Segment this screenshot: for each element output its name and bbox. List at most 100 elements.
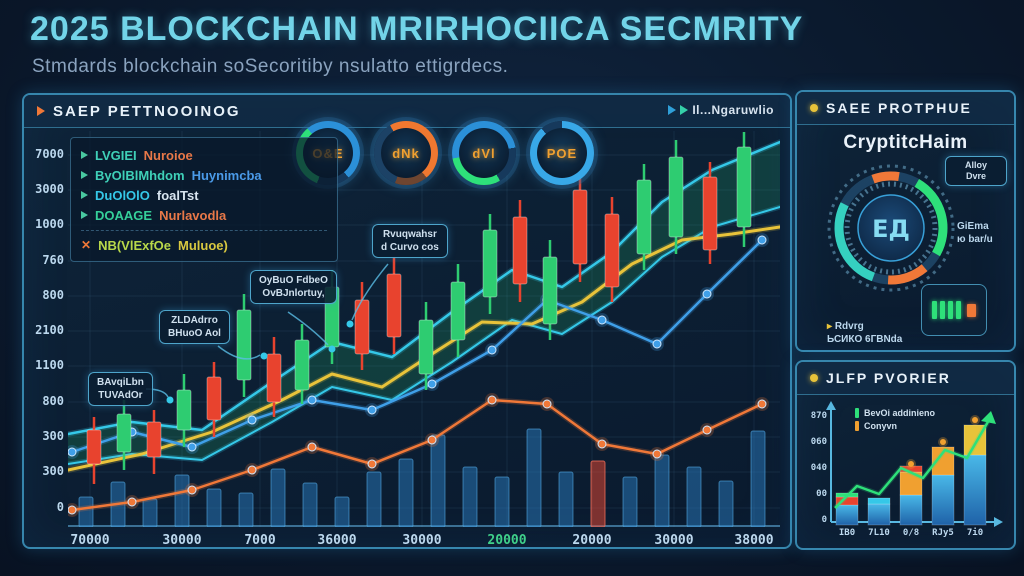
security-dial: ЕД (827, 164, 955, 292)
svg-text:0/8: 0/8 (903, 528, 919, 538)
x-tick-label: 7000 (244, 533, 276, 548)
mini-chart-panel: JLFP PVORIER 870 060 040 00 0 IB0 7L10 0/8 RJy5 7… (795, 360, 1016, 550)
legend-word2: Huynimcba (191, 167, 262, 183)
battery-bar-icon (948, 301, 953, 319)
legend-item-1[interactable]: LVGIEI Nuroioe (81, 145, 327, 165)
callout-2-line1: ZLDAdrro (171, 315, 218, 326)
y-tick-label: 300 (42, 464, 64, 478)
dial-right-label: GiEma ю bar/u (957, 220, 993, 246)
y-tick-label: 800 (42, 394, 64, 408)
profile-panel-header: SAEE PROTPHUE (797, 92, 1014, 125)
legend-arrow-icon (81, 151, 88, 159)
dial-callout: Alloy Dvre (945, 156, 1007, 186)
x-tick-label: 30000 (402, 533, 442, 548)
callout-3-line2: OvBJnlortuy, (262, 288, 325, 299)
y-tick-label: 0 (56, 500, 64, 514)
legend-item-2[interactable]: ByOlBlMhdom Huynimcba (81, 165, 327, 185)
crypto-chain-title: CryptitcHaim (843, 132, 968, 153)
callout-4: Rvuqwahsr d Curvo cos (372, 224, 448, 258)
profile-panel-title: SAEE PROTPHUE (826, 100, 972, 116)
dial-bottom-label-line2: ЬСИКО 6ГВNda (827, 334, 903, 345)
callout-4-line1: Rvuqwahsr (382, 229, 437, 240)
gauge-4-face: POE (537, 128, 587, 178)
legend-divider (81, 230, 327, 231)
x-tick-label: 70000 (70, 533, 110, 548)
mini-legend-item-1[interactable]: BevOi addinieno (855, 406, 935, 419)
x-tick-label: 20000 (572, 533, 612, 548)
panel-dot-icon (810, 104, 818, 112)
chart-note-label: Il...Ngaruwlio (692, 103, 774, 117)
y-tick-label: 2100 (35, 323, 64, 337)
legend-word2: foalTst (156, 187, 199, 203)
legend-word2: Muluoe) (178, 237, 228, 253)
chart-note[interactable]: Il...Ngaruwlio (668, 103, 774, 117)
battery-bar-icon (940, 301, 945, 319)
callout-3-line1: OyBuO FdbeO (259, 275, 328, 286)
trend-arrow-icon (668, 105, 677, 115)
dial-right-label-line1: GiEma (957, 221, 989, 232)
legend-item-4[interactable]: DOAAGE Nurlavodla (81, 205, 327, 225)
y-tick-label: 3000 (35, 182, 64, 196)
callout-2-line2: BHuoO Aol (168, 328, 221, 339)
dial-bottom-label: ▸ Rdvrg ЬСИКО 6ГВNda (827, 320, 902, 346)
legend-word2: Nurlavodla (159, 207, 227, 223)
chip-led-icon (967, 303, 976, 317)
page-title: 2025 BLOCKCHAIN MRIRHOCIICA SECMRITY (30, 10, 804, 48)
main-chart-panel: SAEP PETTNOOINOG Il...Ngaruwlio LVGIEI Nu… (22, 93, 792, 549)
svg-text:IB0: IB0 (839, 528, 855, 538)
legend-word1: LVGIEI (95, 147, 137, 163)
panel-dot-icon-2 (810, 374, 818, 382)
legend-arrow-icon (81, 191, 88, 199)
y-tick-label: 300 (42, 429, 64, 443)
mini-legend-item-2[interactable]: Conyvn (855, 419, 935, 432)
y-tick-label: 7000 (35, 147, 64, 161)
callout-1-line2: TUVAdOr (98, 390, 143, 401)
mini-legend-label-1: BevOi addinieno (864, 407, 936, 418)
legend-arrow-icon (81, 211, 88, 219)
svg-text:7i0: 7i0 (967, 527, 983, 538)
svg-text:870: 870 (811, 411, 827, 421)
mini-panel-header: JLFP PVORIER (797, 362, 1014, 395)
gauge-3-face: dVl (459, 128, 509, 178)
legend-word1: ByOlBlMhdom (95, 167, 185, 183)
gauge-3-value: dVl (472, 145, 496, 161)
legend-word1: DOAAGE (95, 207, 153, 223)
legend-arrow-icon (81, 171, 88, 179)
gauge-3: dVl (452, 121, 516, 185)
callout-1-line1: BAvqiLbn (97, 377, 144, 388)
legend-item-5[interactable]: ✕ NB(VlExfOe Muluoe) (81, 235, 327, 255)
page-subtitle: Stmdards blockchain soSecoritiby nsulatt… (32, 56, 509, 77)
x-tick-label: 30000 (654, 533, 694, 548)
legend-word1: DuOlOlO (95, 187, 150, 203)
panel-bullet-icon (37, 106, 45, 116)
mini-chart-legend: BevOi addinieno Conyvn (855, 406, 935, 432)
dial-center-glyph: ЕД (872, 215, 910, 243)
mini-panel-title: JLFP PVORIER (826, 370, 951, 386)
gauge-2-value: dNk (392, 145, 420, 161)
legend-word2: Nuroioe (143, 147, 193, 163)
dial-callout-line1: Alloy (964, 160, 987, 170)
mini-legend-label-2: Conyvn (864, 420, 898, 431)
gauge-row: O&E dNk dVl POE (296, 121, 594, 185)
dial-arc-orange-bottom (834, 171, 948, 285)
candlestick-chart (68, 131, 780, 527)
legend-item-3[interactable]: DuOlOlO foalTst (81, 185, 327, 205)
series-legend: LVGIEI Nuroioe ByOlBlMhdom Huynimcba DuOlOlO… (70, 137, 338, 262)
hardware-chip-box (921, 284, 987, 336)
x-tick-label: 20000 (487, 533, 527, 548)
y-tick-label: 800 (42, 288, 64, 302)
battery-bar-icon (932, 301, 937, 319)
callout-1: BAvqiLbn TUVAdOr (88, 372, 153, 406)
svg-text:RJy5: RJy5 (932, 528, 954, 538)
svg-text:0: 0 (822, 515, 827, 525)
dial-arc-green (834, 171, 948, 285)
dial-bottom-label-line1: Rdvrg (834, 321, 864, 332)
gauge-2: dNk (374, 121, 438, 185)
trend-arrow-icon-2 (680, 105, 689, 115)
legend-x-icon: ✕ (81, 238, 92, 252)
main-panel-title: SAEP PETTNOOINOG (53, 102, 241, 120)
svg-text:040: 040 (811, 463, 827, 473)
legend-tick-orange-icon (855, 420, 859, 431)
warning-icon: ▸ (827, 321, 835, 332)
